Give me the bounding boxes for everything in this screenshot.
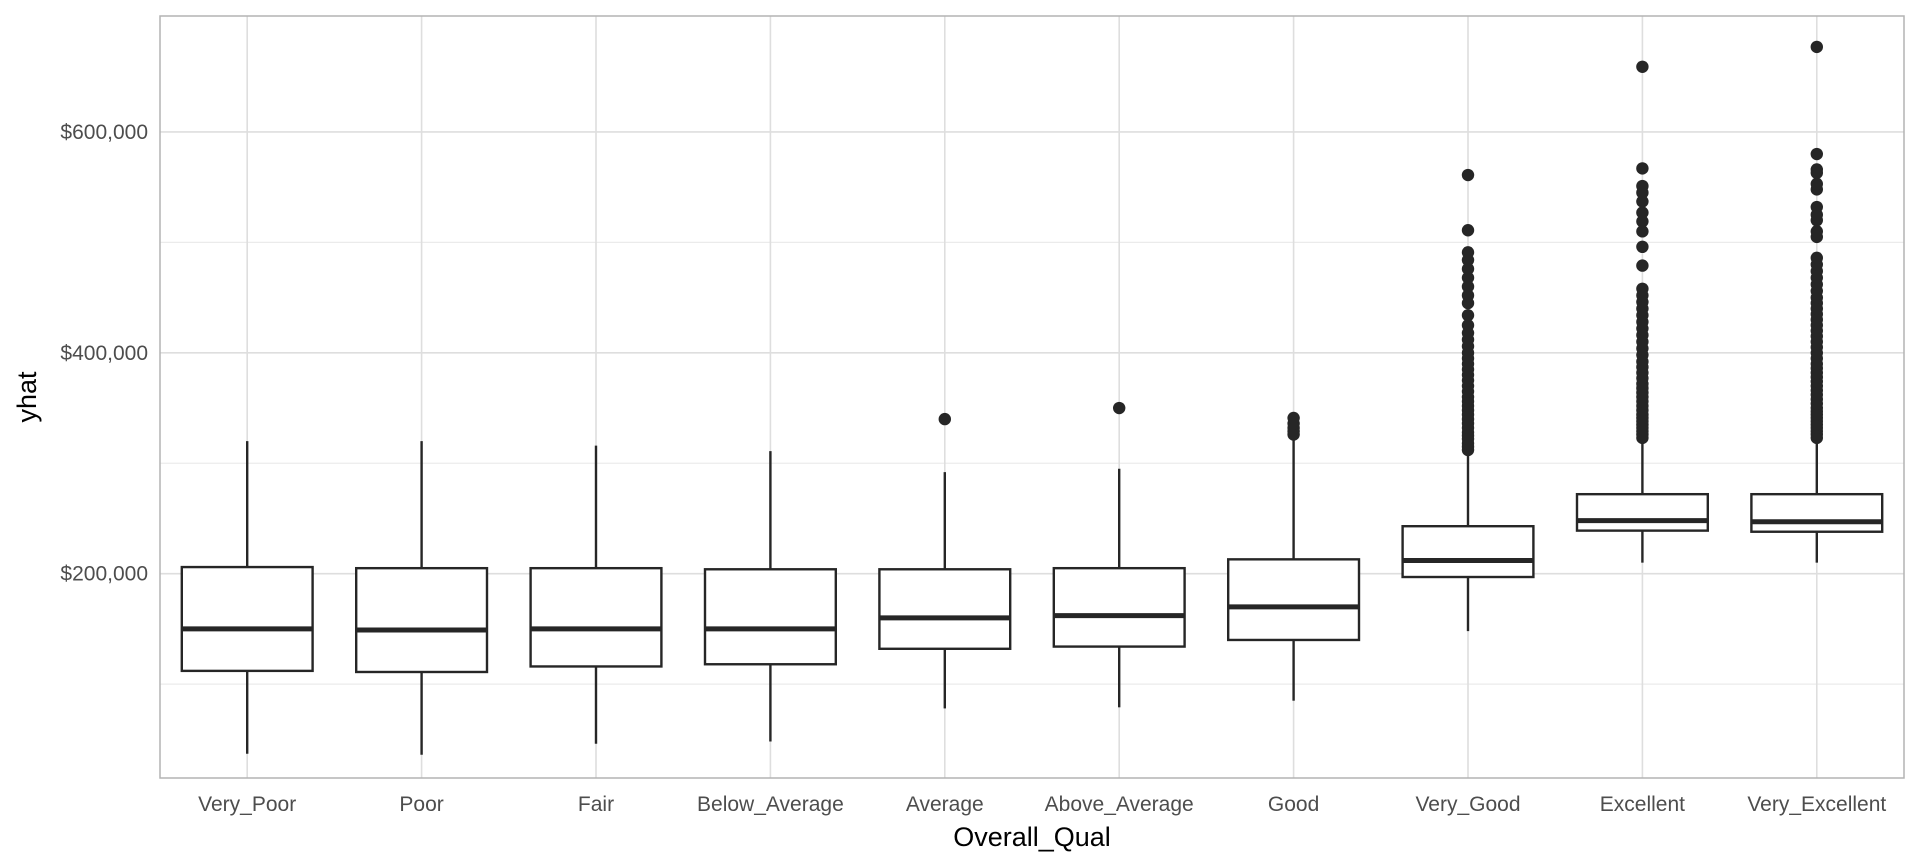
x-tick-label: Very_Poor [198,793,296,816]
outlier-point [1461,246,1475,259]
x-tick-label: Fair [578,793,614,816]
x-tick-label: Average [906,793,984,816]
x-tick-label: Below_Average [697,793,844,816]
box-Average [878,412,1012,709]
outlier-point [1810,163,1824,176]
outlier-point [1636,179,1649,193]
outlier-point [1461,271,1475,284]
x-tick-label: Very_Good [1415,793,1520,816]
outlier-point [1636,215,1649,228]
outlier-point [1113,401,1126,415]
iqr-box [703,568,838,666]
outlier-point [1636,282,1649,295]
outlier-point [1636,60,1649,73]
outlier-point [938,412,951,426]
x-tick-label: Good [1268,793,1319,816]
outlier-point [1810,251,1824,265]
outlier-point [1636,259,1649,272]
outlier-point [1810,177,1824,191]
outlier-point [1461,224,1475,237]
outlier-point [1636,195,1649,208]
iqr-box [1401,525,1535,579]
outlier-point [1810,40,1824,54]
x-tick-label: Excellent [1600,793,1685,816]
box-Very_Poor [180,441,314,754]
y-tick-label: $600,000 [60,121,148,144]
x-tick-label: Poor [399,793,443,816]
outlier-point [1461,168,1475,182]
outlier-point [1636,225,1649,238]
outlier-point [1636,162,1649,175]
box-Below_Average [703,451,838,742]
iqr-box [529,566,663,668]
y-tick-label: $200,000 [60,563,148,586]
box-Excellent [1575,60,1710,563]
box-Poor [355,441,489,755]
x-tick-label: Above_Average [1045,793,1194,816]
box-Above_Average [1052,401,1186,708]
iqr-box [1750,492,1884,533]
iqr-box [1226,558,1361,642]
y-axis-title: yhat [12,371,42,423]
iqr-box [180,565,314,673]
outlier-point [1810,225,1824,238]
outlier-point [1287,411,1300,425]
y-tick-label: $400,000 [60,342,148,365]
y-axis-tick-labels: $200,000 $400,000 $600,000 [60,121,148,586]
outlier-point [1461,262,1475,276]
plot-panel-border [159,15,1905,779]
box-Very_Good [1401,168,1535,632]
x-axis-tick-labels: Very_Poor Poor Fair Below_Average Average Abo… [198,793,1886,816]
iqr-box [1052,566,1186,648]
outlier-point [1461,319,1475,332]
x-tick-label: Very_Excellent [1747,793,1886,816]
box-Very_Excellent [1750,40,1884,563]
outlier-point [1636,206,1649,219]
x-axis-title: Overall_Qual [953,822,1111,852]
outlier-point [1636,240,1649,254]
iqr-box [878,568,1012,650]
outlier-point [1810,200,1824,214]
outlier-point [1461,289,1475,302]
iqr-box [355,566,489,674]
box-Fair [529,445,663,744]
outlier-point [1461,309,1475,322]
outlier-point [1810,147,1824,161]
box-Good [1226,411,1361,701]
iqr-box [1575,492,1710,532]
boxes-layer [180,40,1884,755]
outlier-point [1461,280,1475,293]
